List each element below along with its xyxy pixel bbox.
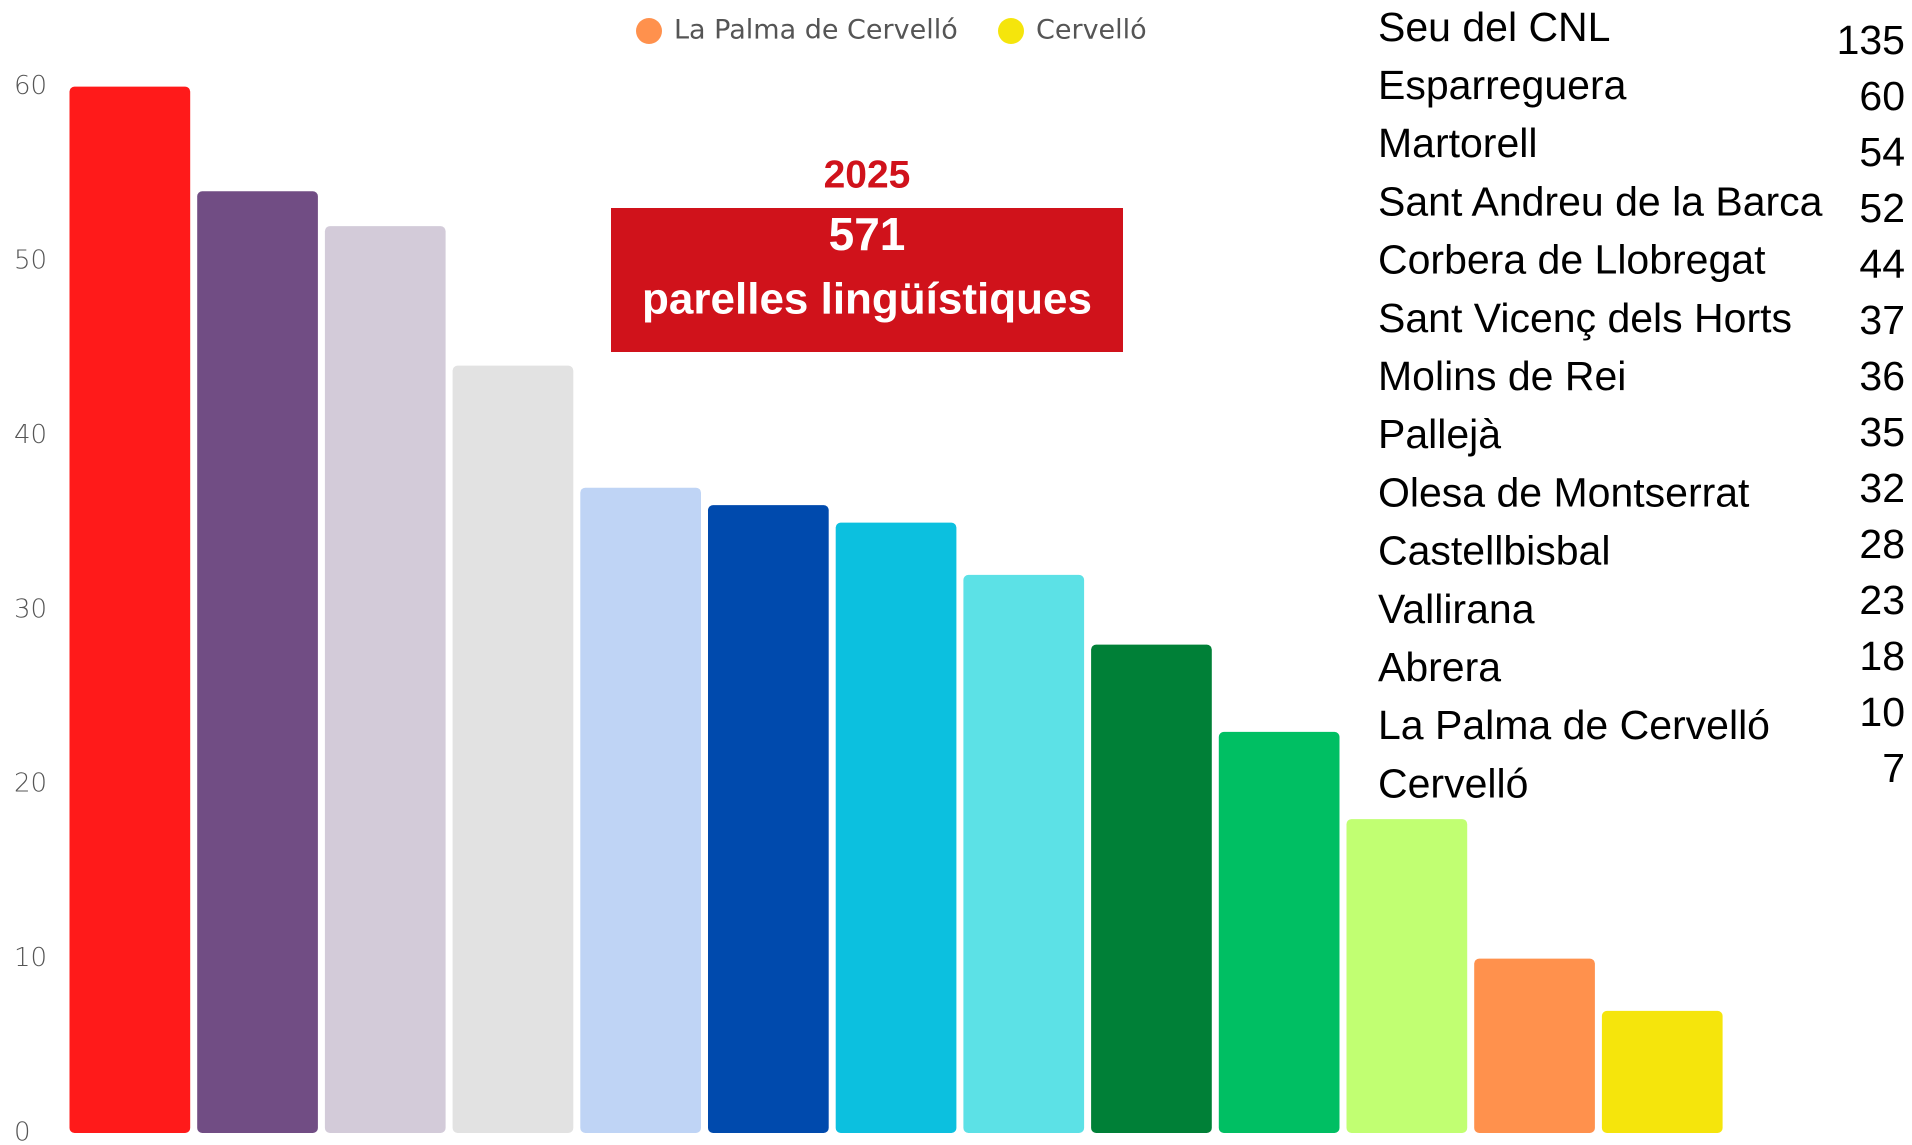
row-name: Molins de Rei [1378,353,1626,399]
y-tick-label: 10 [14,943,47,973]
row-value: 44 [1859,241,1905,287]
row-value: 10 [1859,689,1905,735]
annotation-box [611,208,1123,352]
y-tick-label: 50 [14,246,47,276]
row-value: 54 [1859,129,1905,175]
y-tick-label: 30 [14,594,47,624]
row-name: Seu del CNL [1378,4,1610,50]
bar [580,487,701,1134]
bar [835,522,957,1133]
annotation-year: 2025 [824,153,911,196]
row-name: Pallejà [1378,411,1501,457]
row-name: Castellbisbal [1378,528,1610,574]
y-tick-label: 20 [14,769,47,799]
legend-swatch [998,18,1024,44]
row-name: Olesa de Montserrat [1378,469,1750,515]
row-value: 7 [1882,745,1905,791]
bar [452,365,574,1133]
row-name: La Palma de Cervelló [1378,702,1770,748]
legend-label: Cervelló [1036,15,1147,46]
bar [197,191,318,1134]
row-value: 60 [1859,73,1905,119]
bar [69,86,191,1134]
y-tick-label: 40 [14,420,47,450]
row-name: Vallirana [1378,586,1535,632]
bar [708,505,829,1133]
annotation-text: parelles lingüístiques [642,275,1092,324]
bar [324,226,446,1133]
annotation-total: 571 [829,208,906,260]
bar [1091,644,1212,1133]
row-name: Sant Vicenç dels Horts [1378,295,1792,341]
row-value: 28 [1859,521,1905,567]
row-value: 18 [1859,633,1905,679]
row-name: Esparreguera [1378,62,1627,108]
row-name: Cervelló [1378,760,1528,806]
row-name: Corbera de Llobregat [1378,237,1766,283]
bar [1601,1010,1723,1133]
row-value: 135 [1837,17,1905,63]
bar [1474,958,1595,1133]
row-value: 37 [1859,297,1905,343]
row-value: 23 [1859,577,1905,623]
legend-label: La Palma de Cervelló [674,15,958,46]
row-name: Abrera [1378,644,1501,690]
row-name: Martorell [1378,120,1537,166]
bar [963,574,1085,1133]
y-tick-label: 0 [14,1118,31,1145]
bar [1218,731,1340,1133]
row-value: 35 [1859,409,1905,455]
row-name: Sant Andreu de la Barca [1378,178,1823,224]
row-value: 32 [1859,465,1905,511]
legend-swatch [636,18,662,44]
row-value: 52 [1859,185,1905,231]
bar [1346,819,1468,1133]
row-value: 36 [1859,353,1905,399]
y-tick-label: 60 [14,71,47,101]
